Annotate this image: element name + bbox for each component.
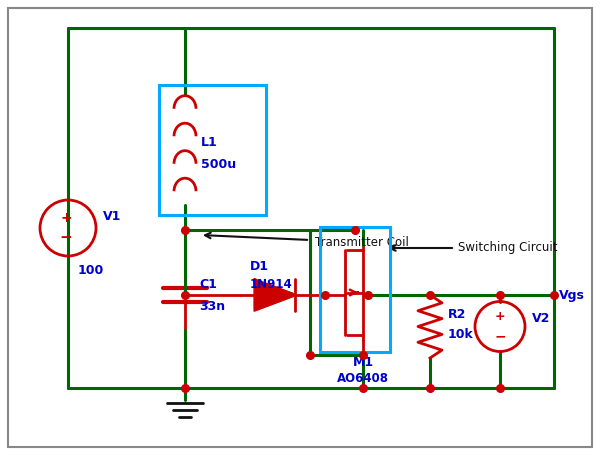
Text: D1: D1 <box>250 261 269 273</box>
Text: M1: M1 <box>352 355 374 369</box>
Text: L1: L1 <box>201 136 218 148</box>
Text: Switching Circuit: Switching Circuit <box>458 242 557 254</box>
Text: −: − <box>59 231 73 246</box>
Text: −: − <box>494 329 506 344</box>
Text: 10k: 10k <box>448 328 474 341</box>
Text: 500u: 500u <box>201 157 236 171</box>
Text: +: + <box>60 211 72 225</box>
Text: V2: V2 <box>532 312 550 325</box>
Bar <box>159 85 266 215</box>
Text: C1: C1 <box>199 278 217 292</box>
Text: 1N914: 1N914 <box>250 278 293 292</box>
Text: V1: V1 <box>103 209 121 222</box>
Text: 100: 100 <box>78 263 104 277</box>
Text: 33n: 33n <box>199 300 225 313</box>
Polygon shape <box>255 280 295 310</box>
Text: AO6408: AO6408 <box>337 371 389 384</box>
Text: Vgs: Vgs <box>559 288 585 302</box>
Text: R2: R2 <box>448 308 466 321</box>
Text: Transmitter Coil: Transmitter Coil <box>315 237 409 249</box>
Bar <box>320 227 390 352</box>
Text: +: + <box>494 310 505 323</box>
